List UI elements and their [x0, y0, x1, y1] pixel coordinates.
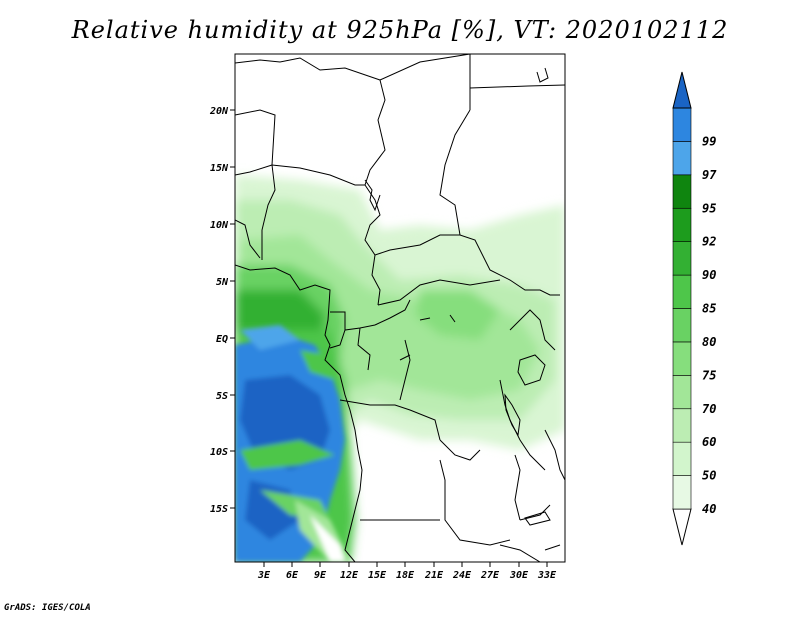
colorbar-segment [672, 241, 692, 276]
colorbar-label: 80 [702, 335, 716, 349]
latitude-axis: 20N 15N 10N 5N EQ 5S 10S 15S [209, 106, 235, 515]
map-title: Relative humidity at 925hPa [%], VT: 202… [71, 16, 729, 44]
colorbar-segment [672, 375, 692, 410]
lon-label-12e: 12E [340, 570, 359, 581]
lat-label-15n: 15N [210, 163, 229, 174]
colorbar-segment [672, 441, 692, 476]
colorbar-label: 50 [702, 469, 716, 483]
longitude-axis: 3E 6E 9E 12E 15E 18E 21E 24E 27E 30E 33E [257, 562, 557, 581]
lat-label-5s: 5S [216, 391, 228, 402]
colorbar-segment [672, 107, 692, 142]
colorbar-label: 97 [702, 168, 717, 182]
lon-label-30e: 30E [509, 570, 529, 581]
colorbar-tip-bottom [672, 508, 692, 546]
colorbar-tip-top [672, 71, 692, 109]
colorbar-segment [672, 174, 692, 209]
lon-label-6e: 6E [286, 570, 299, 581]
colorbar-label: 90 [702, 268, 716, 282]
country-borders [235, 54, 565, 562]
colorbar: 40 50 60 70 75 80 85 90 92 95 97 99 [672, 71, 717, 546]
colorbar-label: 99 [702, 134, 716, 148]
lat-label-5n: 5N [216, 277, 229, 288]
colorbar-segments [672, 71, 692, 546]
colorbar-label: 85 [702, 302, 716, 316]
colorbar-segment [672, 274, 692, 309]
lat-label-10s: 10S [210, 447, 228, 458]
colorbar-label: 70 [702, 402, 716, 416]
humidity-field [235, 54, 565, 562]
lat-label-20n: 20N [209, 106, 229, 117]
lat-label-eq: EQ [216, 334, 228, 345]
grads-credit: GrADS: IGES/COLA [4, 603, 91, 613]
colorbar-segment [672, 408, 692, 443]
lon-label-24e: 24E [452, 570, 472, 581]
lon-label-15e: 15E [368, 570, 387, 581]
colorbar-label: 60 [702, 435, 716, 449]
colorbar-segment [672, 308, 692, 343]
colorbar-segment [672, 207, 692, 242]
colorbar-segment [672, 141, 692, 176]
colorbar-labels: 40 50 60 70 75 80 85 90 92 95 97 99 [702, 134, 717, 516]
lon-label-27e: 27E [480, 570, 500, 581]
lat-label-10n: 10N [210, 220, 229, 231]
colorbar-label: 40 [702, 502, 716, 516]
colorbar-segment [672, 475, 692, 510]
lon-label-33e: 33E [537, 570, 557, 581]
colorbar-segment [672, 341, 692, 376]
lon-label-21e: 21E [424, 570, 444, 581]
colorbar-label: 92 [702, 235, 716, 249]
lon-label-9e: 9E [314, 570, 327, 581]
lat-label-15s: 15S [210, 504, 228, 515]
lon-label-3e: 3E [257, 570, 271, 581]
map-frame [234, 53, 566, 563]
lon-label-18e: 18E [396, 570, 415, 581]
colorbar-label: 75 [702, 368, 716, 382]
colorbar-label: 95 [702, 201, 716, 215]
